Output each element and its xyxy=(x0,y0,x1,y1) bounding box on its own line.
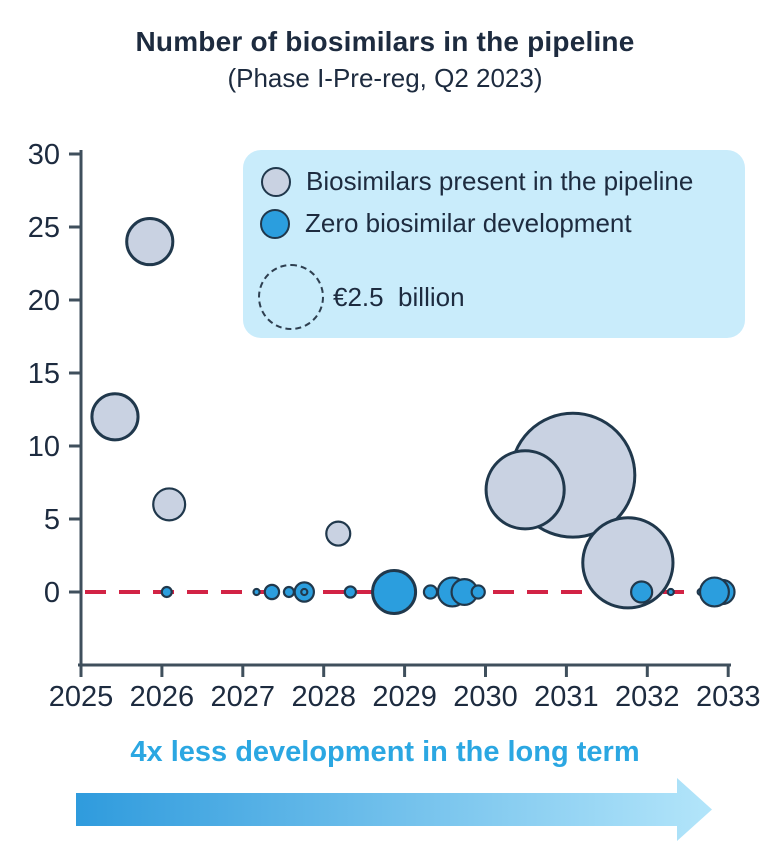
x-tick-label: 2026 xyxy=(130,681,195,713)
y-tick-label: 25 xyxy=(28,212,60,244)
bubble-pipeline xyxy=(90,392,140,442)
bubble-pipeline xyxy=(581,516,675,610)
legend-swatch-pipeline-icon xyxy=(261,166,291,197)
size-reference-label: €2.5 billion xyxy=(333,281,465,312)
bubble-pipeline xyxy=(152,487,187,522)
x-tick-label: 2033 xyxy=(696,681,761,713)
y-tick-label: 20 xyxy=(28,285,60,317)
x-tick-label: 2027 xyxy=(211,681,276,713)
y-tick-label: 5 xyxy=(44,504,60,536)
legend-swatch-zero-dev-icon xyxy=(260,208,290,239)
y-tick-label: 15 xyxy=(28,358,60,390)
bubble-zero-dev xyxy=(252,587,261,597)
x-tick-label: 2025 xyxy=(49,681,114,713)
bubble-zero-dev xyxy=(371,568,418,616)
legend-item-pipeline: Biosimilars present in the pipeline xyxy=(261,166,693,197)
y-tick-label: 0 xyxy=(44,577,60,609)
bubble-pipeline xyxy=(125,217,175,267)
y-tick-label: 30 xyxy=(28,139,60,171)
bubble-zero-dev xyxy=(343,585,358,599)
x-tick-label: 2032 xyxy=(615,681,680,713)
chart-legend: Biosimilars present in the pipeline Zero… xyxy=(243,150,745,338)
legend-label-zero-dev: Zero biosimilar development xyxy=(305,208,632,238)
annotation-text: 4x less development in the long term xyxy=(130,736,640,768)
bubble-zero-dev xyxy=(470,584,486,600)
trend-arrow-shape xyxy=(76,778,712,841)
bubble-pipeline xyxy=(484,449,566,531)
bubble-zero-dev xyxy=(160,585,173,599)
bubble-zero-dev xyxy=(282,585,296,599)
chart-title: Number of biosimilars in the pipeline xyxy=(135,26,635,57)
bubble-pipeline xyxy=(325,520,352,547)
size-reference-dashed-circle-icon xyxy=(258,264,324,330)
bubble-zero-dev xyxy=(698,576,730,608)
bubble-zero-dev xyxy=(422,584,439,600)
x-tick-label: 2031 xyxy=(534,681,599,713)
bubble-zero-dev xyxy=(300,587,309,597)
bubble-zero-dev xyxy=(630,580,654,604)
trend-arrow-icon xyxy=(76,778,712,841)
chart-subtitle: (Phase I-Pre-reg, Q2 2023) xyxy=(227,63,543,93)
x-tick-label: 2030 xyxy=(453,681,518,713)
y-tick-label: 10 xyxy=(28,431,60,463)
bubble-zero-dev xyxy=(666,587,675,597)
x-tick-label: 2028 xyxy=(291,681,356,713)
x-tick-label: 2029 xyxy=(372,681,437,713)
legend-label-pipeline: Biosimilars present in the pipeline xyxy=(306,166,694,196)
bubble-zero-dev xyxy=(263,583,281,601)
legend-item-zero-dev: Zero biosimilar development xyxy=(260,208,632,239)
legend-size-reference: €2.5 billion xyxy=(258,264,465,330)
